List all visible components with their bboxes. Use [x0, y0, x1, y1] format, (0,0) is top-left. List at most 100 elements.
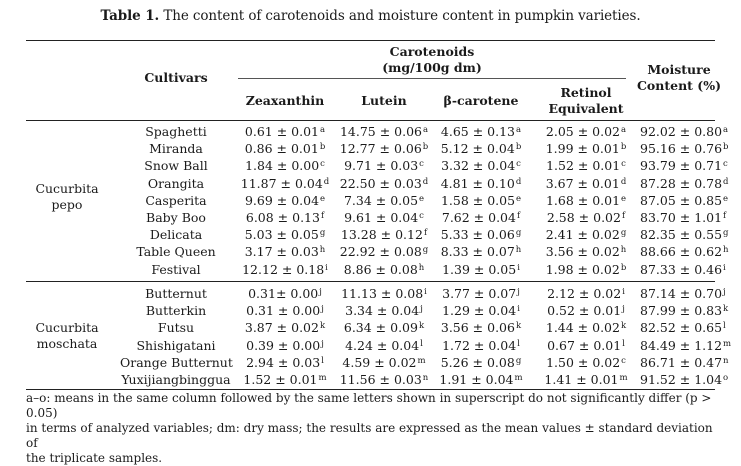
moisture-cell: 82.35 ± 0.55g: [640, 227, 729, 243]
lutein-cell: 12.77 ± 0.06b: [338, 141, 430, 157]
significance-letter: a: [516, 125, 522, 135]
significance-letter: h: [723, 245, 729, 256]
zeaxanthin-cell: 5.03 ± 0.05g: [232, 227, 338, 243]
top-rule: [26, 40, 715, 41]
moisture-cell: 87.28 ± 0.78d: [640, 176, 729, 192]
lutein-cell: 8.86 ± 0.08h: [338, 262, 430, 278]
significance-letter: e: [516, 193, 522, 204]
retinol-cell: 1.68 ± 0.01e: [532, 193, 640, 209]
header-carotenoids: Carotenoids (mg/100g dm): [238, 44, 626, 76]
header-retinol-line2: Equivalent: [548, 101, 624, 116]
value-text: 0.39 ± 0.00: [246, 337, 321, 353]
value-text: 5.12 ± 0.04: [440, 141, 515, 157]
cultivar-cell: Baby Boo: [146, 210, 206, 225]
value-text: 1.98 ± 0.02: [545, 261, 620, 277]
zeaxanthin-cell: 0.31 ± 0.00j: [232, 303, 338, 319]
table-row: Shishigatani 0.39 ± 0.00j 4.24 ± 0.04l 1.72…: [0, 338, 741, 354]
significance-letter: d: [422, 176, 429, 187]
retinol-cell: 3.56 ± 0.02h: [532, 244, 640, 260]
retinol-cell: 1.50 ± 0.02c: [532, 355, 640, 371]
zeaxanthin-cell: 0.86 ± 0.01b: [232, 141, 338, 157]
significance-letter: i: [723, 262, 726, 273]
header-retinol-line1: Retinol: [560, 85, 612, 100]
value-text: 1.39 ± 0.05: [442, 261, 517, 277]
value-text: 22.50 ± 0.03: [339, 175, 422, 191]
significance-letter: j: [622, 304, 625, 315]
moisture-cell: 83.70 ± 1.01f: [640, 210, 726, 226]
beta-carotene-cell: 1.39 ± 0.05i: [430, 262, 532, 278]
significance-letter: g: [515, 228, 522, 239]
value-text: 1.91 ± 0.04: [439, 372, 514, 387]
group-pepo-line1: Cucurbita: [35, 181, 99, 196]
significance-letter: f: [723, 211, 727, 221]
significance-letter: b: [620, 262, 627, 273]
table-row: Butterkin 0.31 ± 0.00j 3.34 ± 0.04j 1.29 ± …: [0, 303, 741, 319]
retinol-cell: 1.98 ± 0.02b: [532, 262, 640, 278]
value-text: 93.79 ± 0.71: [640, 158, 723, 174]
significance-letter: c: [516, 159, 521, 170]
footnote-line-2: in terms of analyzed variables; dm: dry …: [26, 421, 713, 450]
moisture-cell: 87.99 ± 0.83k: [640, 303, 728, 319]
significance-letter: l: [723, 321, 726, 332]
value-text: 0.31± 0.00: [248, 286, 319, 301]
table-row: Delicata 5.03 ± 0.05g 13.28 ± 0.12f 5.33 ± …: [0, 227, 741, 243]
value-text: 6.34 ± 0.09: [343, 320, 418, 336]
significance-letter: j: [321, 304, 324, 315]
beta-carotene-cell: 8.33 ± 0.07h: [430, 244, 532, 260]
value-text: 3.77 ± 0.07: [442, 286, 517, 301]
significance-letter: c: [621, 159, 626, 170]
value-text: 95.16 ± 0.76: [640, 141, 723, 157]
moisture-cell: 87.14 ± 0.70j: [640, 286, 726, 302]
retinol-cell: 3.67 ± 0.01d: [532, 176, 640, 192]
value-text: 11.13 ± 0.08: [341, 286, 424, 301]
value-text: 82.35 ± 0.55: [640, 227, 723, 243]
significance-letter: j: [723, 287, 726, 297]
value-text: 3.87 ± 0.02: [244, 320, 319, 336]
bottom-rule: [26, 389, 715, 390]
zeaxanthin-cell: 9.69 ± 0.04e: [232, 193, 338, 209]
carotenoids-rule: [238, 78, 626, 79]
significance-letter: g: [422, 245, 429, 256]
value-text: 2.94 ± 0.03: [246, 354, 321, 370]
zeaxanthin-cell: 1.52 ± 0.01m: [232, 372, 338, 388]
lutein-cell: 9.71 ± 0.03c: [338, 158, 430, 174]
header-beta-carotene: β-carotene: [443, 93, 519, 108]
value-text: 12.77 ± 0.06: [339, 141, 422, 157]
value-text: 9.71 ± 0.03: [344, 158, 419, 174]
value-text: 0.61 ± 0.01: [244, 124, 319, 139]
value-text: 9.61 ± 0.04: [344, 210, 419, 225]
significance-letter: c: [419, 159, 424, 170]
lutein-cell: 11.56 ± 0.03n: [338, 372, 430, 388]
value-text: 3.34 ± 0.04: [345, 303, 420, 319]
value-text: 3.56 ± 0.06: [440, 320, 515, 336]
value-text: 4.81 ± 0.10: [440, 175, 515, 191]
significance-letter: h: [515, 245, 522, 256]
significance-letter: f: [423, 228, 428, 239]
table-row: Snow Ball 1.84 ± 0.00c 9.71 ± 0.03c 3.32 ± …: [0, 158, 741, 174]
significance-letter: i: [517, 304, 520, 315]
lutein-cell: 13.28 ± 0.12f: [338, 227, 430, 243]
table-row: Futsu 3.87 ± 0.02k 6.34 ± 0.09k 3.56 ± 0.06…: [0, 320, 741, 336]
beta-carotene-cell: 3.56 ± 0.06k: [430, 320, 532, 336]
table-page: Table 1. The content of carotenoids and …: [0, 8, 741, 465]
zeaxanthin-cell: 2.94 ± 0.03l: [232, 355, 338, 371]
table-row: Baby Boo 6.08 ± 0.13f 9.61 ± 0.04c 7.62 ± 0…: [0, 210, 741, 226]
lutein-cell: 4.24 ± 0.04l: [338, 338, 430, 354]
table-row: Butternut 0.31± 0.00j 11.13 ± 0.08i 3.77 ± …: [0, 286, 741, 302]
value-text: 1.50 ± 0.02: [546, 354, 621, 370]
zeaxanthin-cell: 12.12 ± 0.18i: [232, 262, 338, 278]
value-text: 1.99 ± 0.01: [545, 141, 620, 157]
significance-letter: b: [723, 142, 729, 153]
significance-letter: k: [418, 321, 425, 332]
header-cultivars: Cultivars: [144, 70, 208, 85]
significance-letter: e: [723, 193, 729, 204]
significance-letter: k: [723, 304, 729, 315]
beta-carotene-cell: 3.77 ± 0.07j: [430, 286, 532, 302]
value-text: 1.68 ± 0.01: [545, 192, 621, 208]
cultivar-cell: Futsu: [157, 320, 195, 336]
lutein-cell: 14.75 ± 0.06a: [338, 124, 430, 140]
group-moschata-line1: Cucurbita: [35, 320, 99, 335]
value-text: 0.52 ± 0.01: [547, 303, 622, 319]
value-text: 0.67 ± 0.01: [547, 337, 622, 353]
zeaxanthin-cell: 11.87 ± 0.04d: [232, 176, 338, 192]
